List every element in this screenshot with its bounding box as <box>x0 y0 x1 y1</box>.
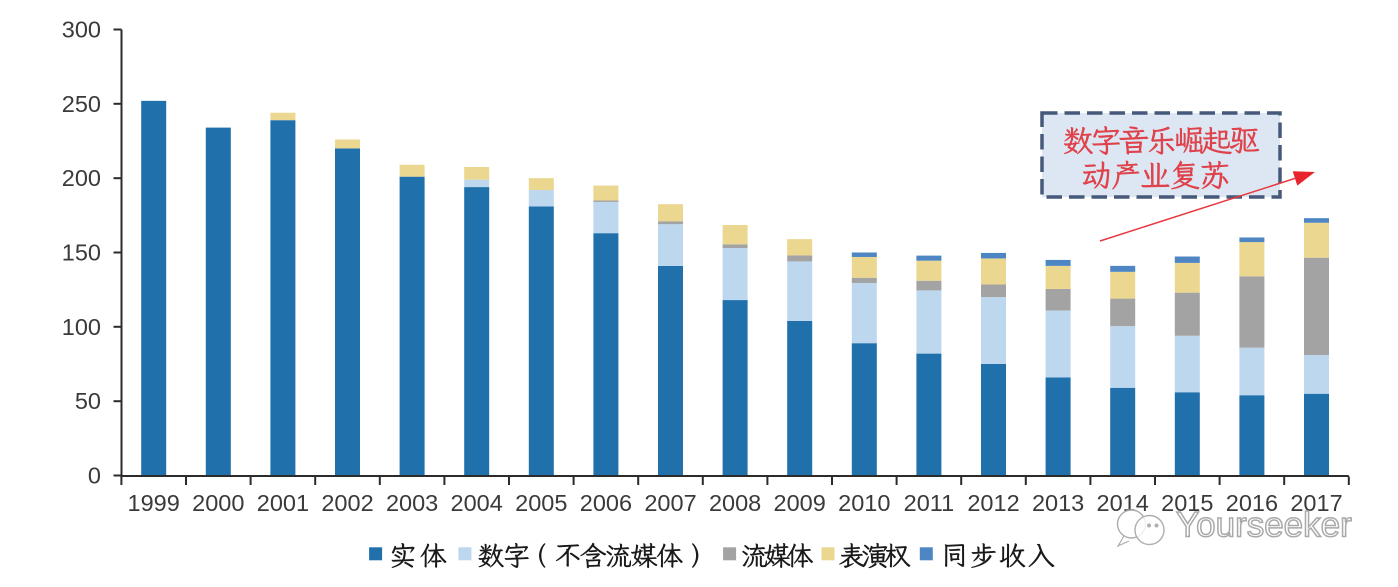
svg-text:2007: 2007 <box>644 490 696 516</box>
svg-text:100: 100 <box>62 314 101 340</box>
svg-text:2009: 2009 <box>774 490 826 516</box>
svg-text:2000: 2000 <box>192 490 244 516</box>
svg-text:150: 150 <box>62 240 101 266</box>
svg-text:250: 250 <box>62 91 101 117</box>
svg-text:2011: 2011 <box>904 490 955 516</box>
svg-text:2002: 2002 <box>321 490 373 516</box>
svg-text:1999: 1999 <box>128 490 180 516</box>
svg-text:50: 50 <box>75 388 101 414</box>
svg-text:2016: 2016 <box>1226 490 1278 516</box>
svg-text:2003: 2003 <box>386 490 438 516</box>
svg-text:0: 0 <box>88 463 101 489</box>
svg-text:2015: 2015 <box>1161 490 1213 516</box>
svg-text:2005: 2005 <box>515 490 567 516</box>
svg-text:200: 200 <box>62 165 101 191</box>
svg-text:2013: 2013 <box>1032 490 1084 516</box>
svg-text:2017: 2017 <box>1290 490 1342 516</box>
svg-text:2004: 2004 <box>451 490 503 516</box>
svg-text:2008: 2008 <box>709 490 761 516</box>
svg-text:2012: 2012 <box>967 490 1019 516</box>
svg-text:2014: 2014 <box>1097 490 1149 516</box>
svg-text:2001: 2001 <box>257 490 309 516</box>
svg-text:2010: 2010 <box>838 490 890 516</box>
svg-text:300: 300 <box>62 17 101 43</box>
svg-text:Yourseeker: Yourseeker <box>1176 506 1352 545</box>
svg-text:2006: 2006 <box>580 490 632 516</box>
